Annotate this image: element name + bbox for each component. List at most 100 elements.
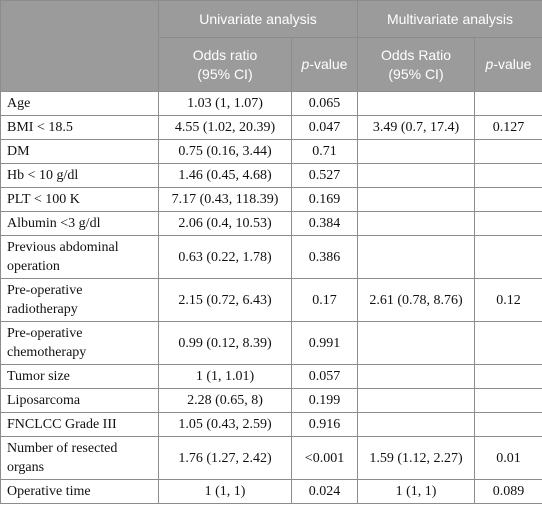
multi-p-cell [474,235,542,279]
variable-cell: Pre-operative chemotherapy [0,321,159,365]
variable-cell: Tumor size [0,364,159,389]
uni-odds-ratio-label: Odds ratio [192,46,258,63]
multi-ci-label: (95% CI) [388,65,444,82]
variable-cell: Albumin <3 g/dl [0,211,159,236]
multi-or-cell [357,235,475,279]
table-row: FNCLCC Grade III 1.05 (0.43, 2.59) 0.916 [0,412,542,437]
uni-or-cell: 2.15 (0.72, 6.43) [158,278,292,322]
uni-p-cell: 0.991 [291,321,358,365]
variable-cell: Previous abdominal operation [0,235,159,279]
uni-p-cell: 0.386 [291,235,358,279]
multi-p-cell [474,412,542,437]
variable-cell: DM [0,139,159,164]
variable-cell: Pre-operative radiotherapy [0,278,159,322]
variable-cell: Operative time [0,479,159,504]
multi-p-cell [474,163,542,188]
multi-p-cell [474,364,542,389]
multi-p-value-header: p-value [474,37,542,92]
table-row: Operative time 1 (1, 1) 0.024 1 (1, 1) 0… [0,479,542,504]
uni-or-cell: 0.63 (0.22, 1.78) [158,235,292,279]
table-header: Univariate analysis Multivariate analysi… [0,0,542,92]
multi-or-cell [357,91,475,116]
uni-or-cell: 2.06 (0.4, 10.53) [158,211,292,236]
table-row: BMI < 18.5 4.55 (1.02, 20.39) 0.047 3.49… [0,115,542,140]
multi-p-cell: 0.089 [474,479,542,504]
uni-p-suffix: -value [309,56,348,72]
uni-or-cell: 0.75 (0.16, 3.44) [158,139,292,164]
uni-or-cell: 1.05 (0.43, 2.59) [158,412,292,437]
multi-p-cell: 0.01 [474,436,542,480]
table-row: Age 1.03 (1, 1.07) 0.065 [0,91,542,116]
uni-or-cell: 2.28 (0.65, 8) [158,388,292,413]
variable-cell: FNCLCC Grade III [0,412,159,437]
multi-or-cell [357,139,475,164]
uni-or-cell: 1 (1, 1.01) [158,364,292,389]
table-row: Pre-operative radiotherapy 2.15 (0.72, 6… [0,278,542,322]
uni-p-cell: 0.71 [291,139,358,164]
uni-p-cell: 0.065 [291,91,358,116]
table-row: Tumor size 1 (1, 1.01) 0.057 [0,364,542,389]
multi-odds-ratio-header: Odds Ratio (95% CI) [357,37,475,92]
uni-p-cell: 0.057 [291,364,358,389]
univariate-header: Univariate analysis [158,0,358,38]
uni-p-cell: 0.916 [291,412,358,437]
variable-cell: Age [0,91,159,116]
multi-or-cell: 1 (1, 1) [357,479,475,504]
uni-ci-label: (95% CI) [197,65,253,82]
table-row: PLT < 100 K 7.17 (0.43, 118.39) 0.169 [0,187,542,212]
variable-cell: Number of resected organs [0,436,159,480]
table-row: Liposarcoma 2.28 (0.65, 8) 0.199 [0,388,542,413]
multi-or-cell [357,211,475,236]
multi-p-italic: p [485,56,494,72]
multi-p-cell [474,211,542,236]
table-row: Previous abdominal operation 0.63 (0.22,… [0,235,542,279]
uni-or-cell: 7.17 (0.43, 118.39) [158,187,292,212]
uni-p-cell: 0.17 [291,278,358,322]
table-row: DM 0.75 (0.16, 3.44) 0.71 [0,139,542,164]
multi-p-cell: 0.127 [474,115,542,140]
uni-p-cell: 0.384 [291,211,358,236]
multi-p-cell [474,139,542,164]
multi-or-cell: 2.61 (0.78, 8.76) [357,278,475,322]
uni-p-cell: 0.169 [291,187,358,212]
variable-cell: Hb < 10 g/dl [0,163,159,188]
variable-cell: BMI < 18.5 [0,115,159,140]
multi-or-cell [357,388,475,413]
variable-cell: PLT < 100 K [0,187,159,212]
uni-or-cell: 0.99 (0.12, 8.39) [158,321,292,365]
table-row: Number of resected organs 1.76 (1.27, 2.… [0,436,542,480]
table-body: Age 1.03 (1, 1.07) 0.065 BMI < 18.5 4.55… [0,91,542,504]
header-blank-cell [0,0,159,92]
table-row: Albumin <3 g/dl 2.06 (0.4, 10.53) 0.384 [0,211,542,236]
table-row: Pre-operative chemotherapy 0.99 (0.12, 8… [0,321,542,365]
uni-or-cell: 1.46 (0.45, 4.68) [158,163,292,188]
multi-or-cell [357,412,475,437]
uni-p-cell: 0.047 [291,115,358,140]
uni-p-cell: <0.001 [291,436,358,480]
uni-or-cell: 1.76 (1.27, 2.42) [158,436,292,480]
multi-p-cell [474,321,542,365]
uni-p-cell: 0.199 [291,388,358,413]
multi-or-cell [357,187,475,212]
multi-p-cell [474,388,542,413]
multi-p-cell [474,91,542,116]
multi-odds-ratio-label: Odds Ratio [380,46,452,63]
multi-or-cell: 1.59 (1.12, 2.27) [357,436,475,480]
multivariate-header: Multivariate analysis [357,0,542,38]
uni-or-cell: 4.55 (1.02, 20.39) [158,115,292,140]
multi-p-suffix: -value [493,56,532,72]
multi-or-cell [357,364,475,389]
table-row: Hb < 10 g/dl 1.46 (0.45, 4.68) 0.527 [0,163,542,188]
uni-p-cell: 0.024 [291,479,358,504]
multi-or-cell: 3.49 (0.7, 17.4) [357,115,475,140]
multi-or-cell [357,321,475,365]
uni-p-value-header: p-value [291,37,358,92]
uni-or-cell: 1 (1, 1) [158,479,292,504]
multi-p-cell: 0.12 [474,278,542,322]
multi-p-cell [474,187,542,212]
variable-cell: Liposarcoma [0,388,159,413]
header-sub-row: Odds ratio (95% CI) p-value Odds Ratio (… [1,37,542,92]
uni-p-cell: 0.527 [291,163,358,188]
uni-or-cell: 1.03 (1, 1.07) [158,91,292,116]
